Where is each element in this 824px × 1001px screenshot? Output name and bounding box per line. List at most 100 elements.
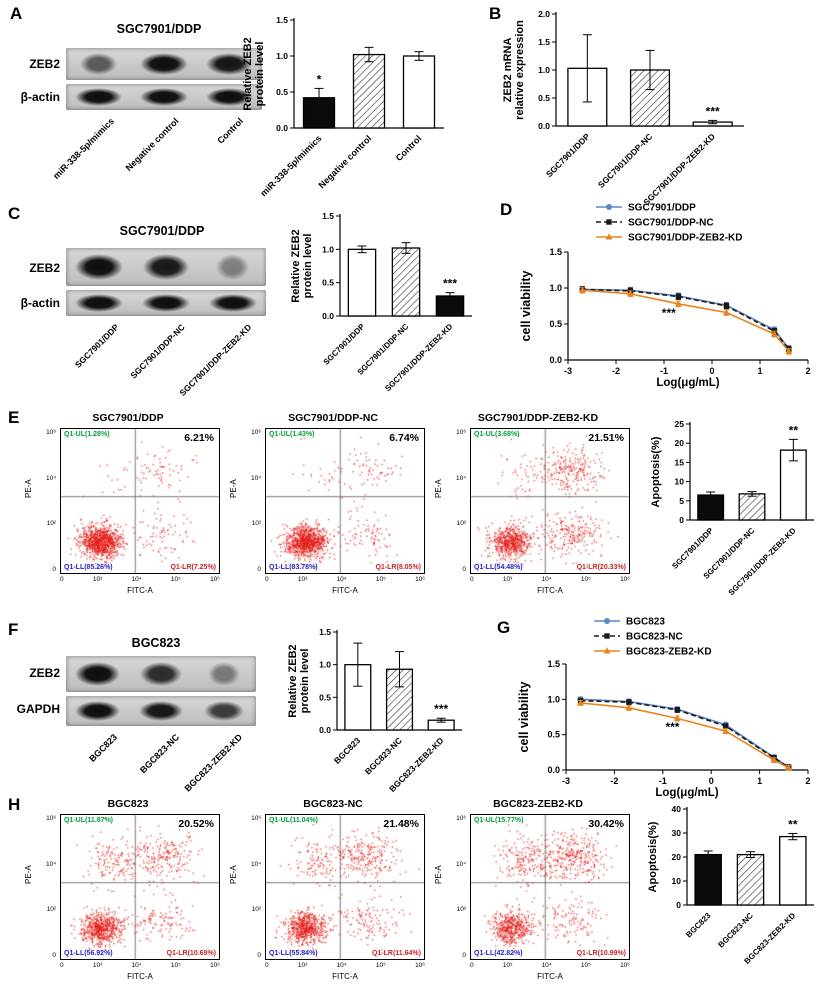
panel-letter-g: G [497,618,511,637]
flow-tick-label: 0 [60,962,64,969]
lane-label: BGC823-ZEB2-KD [182,732,245,794]
flow-tick-label: 10³ [297,576,308,583]
blot-band [74,661,121,687]
flow-x-axis-label: FITC-A [537,586,563,595]
flow-tick-label: 10⁵ [580,962,591,969]
flow-tick-label: 10⁴ [336,962,347,969]
lane-label: Negative control [123,116,181,173]
svg-text:1.5: 1.5 [538,37,550,47]
flow-tick-label: 10⁴ [131,962,142,969]
blot-band [74,700,121,722]
blot-band [142,294,190,312]
svg-text:10: 10 [672,876,682,886]
svg-text:BGC823: BGC823 [626,617,665,628]
blot-band [142,254,190,280]
flow-tick-label: 10⁴ [45,860,56,868]
lane-label: BGC823-NC [138,732,182,776]
flow-tick-label: 10² [46,520,56,528]
flow-tick-label: 10³ [297,962,308,969]
flow-scatter-area: Q1-UL(3.68%) 21.51% Q1-LL(54.48%) Q1-LR(… [470,428,630,574]
panel-f-blot-title: BGC823 [131,636,181,650]
flow-tick-label: 10⁶ [251,815,261,822]
svg-text:***: *** [665,720,679,734]
flow-tick-label: 10⁶ [456,429,466,436]
svg-text:relative expression: relative expression [514,20,526,120]
svg-text:protein level: protein level [302,234,314,299]
panel-g-line-chart: -3 -2 -1 0 1 2 0.0 0.5 1.0 1.5 cell viability Log(μ… [517,617,811,800]
flow-y-ticks: 10⁶ 10⁴ 10² 0 [241,814,263,960]
svg-text:BGC823: BGC823 [332,735,363,766]
flow-tick-label: 10⁶ [46,815,56,822]
panel-letter-h: H [8,795,21,814]
flow-title: BGC823 [107,798,149,810]
blot-strip-gapdh [66,696,256,726]
svg-text:BGC823-NC: BGC823-NC [626,632,683,643]
flow-tick-label: 10⁴ [131,576,142,583]
flow-tick-label: 10³ [502,576,513,583]
blot-row-label-zeb2: ZEB2 [29,666,60,680]
flow-tick-label: 10⁵ [170,962,181,969]
quadrant-lr-label: Q1-LR(11.64%) [371,950,421,957]
panel-c-bar-chart: 0.0 0.5 1.0 1.5 Relative ZEB2 protein level SG… [290,211,472,393]
svg-text:0.5: 0.5 [276,87,288,97]
blot-band [140,661,182,687]
svg-text:2.0: 2.0 [538,9,550,19]
flow-tick-label: 10⁴ [541,962,552,969]
quadrant-lr-label: Q1-LR(10.99%) [576,950,626,957]
svg-text:0: 0 [676,900,681,910]
flow-y-ticks: 10⁶ 10⁴ 10² 0 [446,814,468,960]
svg-text:Relative ZEB2: Relative ZEB2 [290,229,302,302]
svg-text:miR-338-5p/mimics: miR-338-5p/mimics [258,133,323,198]
flow-tick-label: 10⁴ [455,860,466,868]
svg-text:1.5: 1.5 [549,247,562,257]
flow-tick-label: 10² [251,520,261,528]
blot-band [216,254,250,280]
svg-text:25: 25 [675,419,685,429]
flow-plot-h2: BGC823-NC PE-A 10⁶ 10⁴ 10² 0 Q1-UL(11.04%) … [227,798,432,998]
blot-band [204,700,245,722]
flow-x-axis-label: FITC-A [332,972,358,981]
panel-a-blot: SGC7901/DDP ZEB2 β-actin miR-338-5p/mimi… [14,20,284,200]
flow-scatter-area: Q1-UL(11.87%) 20.52% Q1-LL(56.92%) Q1-LR… [60,814,220,960]
svg-text:ZEB2 mRNA: ZEB2 mRNA [502,38,514,103]
svg-text:1: 1 [757,776,762,786]
panel-letter-e: E [8,408,20,427]
svg-text:5: 5 [679,496,684,506]
svg-text:20: 20 [675,438,685,448]
blot-row-label-bactin: β-actin [20,296,60,310]
flow-tick-label: 0 [52,565,56,573]
panel-f-bar-chart: 0.0 0.5 1.0 1.5 Relative ZEB2 protein level BG… [287,627,462,794]
blot-strip-bactin [66,84,262,110]
flow-y-axis-label: PE-A [24,865,33,884]
panel-d-line-chart: -3 -2 -1 0 1 2 0.0 0.5 1.0 1.5 cell viability Log(μ… [519,203,811,390]
svg-text:1.0: 1.0 [538,65,550,75]
flow-tick-label: 10⁴ [455,474,466,482]
svg-text:Apoptosis(%): Apoptosis(%) [647,821,659,892]
svg-text:Negative control: Negative control [316,133,373,190]
panel-a-blot-title: SGC7901/DDP [116,22,202,36]
svg-text:-3: -3 [562,776,570,786]
flow-x-axis-label: FITC-A [537,972,563,981]
quadrant-ul-label: Q1-UL(11.04%) [269,817,319,824]
flow-plot-e1: SGC7901/DDP PE-A 10⁶ 10⁴ 10² 0 Q1-UL(1.28%)… [22,412,227,612]
svg-text:SGC7901/DDP-NC: SGC7901/DDP-NC [596,131,655,190]
svg-text:0.0: 0.0 [319,725,331,735]
svg-text:1.0: 1.0 [319,660,331,670]
svg-text:Relative ZEB2: Relative ZEB2 [242,37,254,110]
quadrant-ur-value: 30.42% [588,818,624,830]
flow-dots-canvas [471,815,629,959]
svg-text:SGC7901/DDP-ZEB2-KD: SGC7901/DDP-ZEB2-KD [641,131,717,207]
svg-text:1.0: 1.0 [322,244,334,254]
flow-dots-canvas [61,815,219,959]
panel-letter-d: D [500,200,513,219]
flow-title: BGC823-ZEB2-KD [493,798,583,810]
lane-label: SGC7901/DDP [73,322,122,370]
flow-title: SGC7901/DDP [92,412,164,424]
quadrant-ul-label: Q1-UL(11.87%) [64,817,114,824]
blot-band [208,294,257,312]
quadrant-ll-label: Q1-LL(42.82%) [474,950,523,957]
panel-c-blot-title: SGC7901/DDP [119,224,205,238]
svg-text:-2: -2 [610,776,618,786]
svg-text:BGC823: BGC823 [684,911,713,940]
svg-text:0.0: 0.0 [322,311,334,321]
